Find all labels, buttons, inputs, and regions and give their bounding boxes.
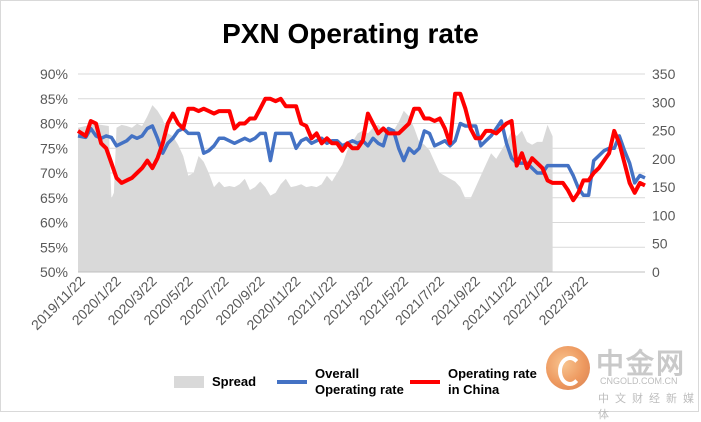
- series-area-spread: [78, 105, 553, 272]
- left-tick-label: 85%: [40, 91, 68, 107]
- watermark: 中金网 CNGOLD.COM.CN 中文财经新媒体: [540, 340, 700, 421]
- left-tick-label: 70%: [40, 165, 68, 181]
- right-tick-label: 300: [652, 94, 676, 110]
- right-tick-label: 250: [652, 123, 676, 139]
- legend-label-china: Operating rate in China: [448, 366, 537, 397]
- left-tick-label: 55%: [40, 239, 68, 255]
- right-tick-label: 150: [652, 179, 676, 195]
- right-tick-label: 50: [652, 236, 668, 252]
- watermark-subtitle: 中文财经新媒体: [598, 392, 700, 421]
- left-tick-label: 65%: [40, 190, 68, 206]
- watermark-name: 中金网: [596, 347, 687, 380]
- series-line-2: [76, 91, 646, 203]
- chart-frame: [0, 0, 699, 412]
- right-tick-label: 200: [652, 151, 676, 167]
- legend-label-spread: Spread: [212, 374, 257, 389]
- legend-swatch-spread: [174, 376, 204, 388]
- legend-item-china: Operating rate in China: [410, 366, 538, 398]
- legend-item-spread: Spread: [174, 374, 302, 390]
- legend-label-overall: Overall Operating rate: [315, 366, 404, 397]
- right-tick-label: 100: [652, 207, 676, 223]
- left-tick-label: 50%: [40, 264, 68, 280]
- left-tick-label: 75%: [40, 140, 68, 156]
- left-tick-label: 80%: [40, 116, 68, 132]
- legend-swatch-china: [410, 380, 440, 384]
- right-tick-label: 350: [652, 66, 676, 82]
- chart-legend: Spread Overall Operating rate Operating …: [0, 366, 701, 406]
- watermark-logo-icon: [546, 346, 590, 390]
- right-tick-label: 0: [652, 264, 660, 280]
- legend-swatch-overall: [277, 380, 307, 384]
- chart-title: PXN Operating rate: [222, 18, 479, 49]
- left-tick-label: 90%: [40, 66, 68, 82]
- watermark-url: CNGOLD.COM.CN: [600, 376, 678, 386]
- legend-item-overall: Overall Operating rate: [277, 366, 405, 398]
- left-tick-label: 60%: [40, 215, 68, 231]
